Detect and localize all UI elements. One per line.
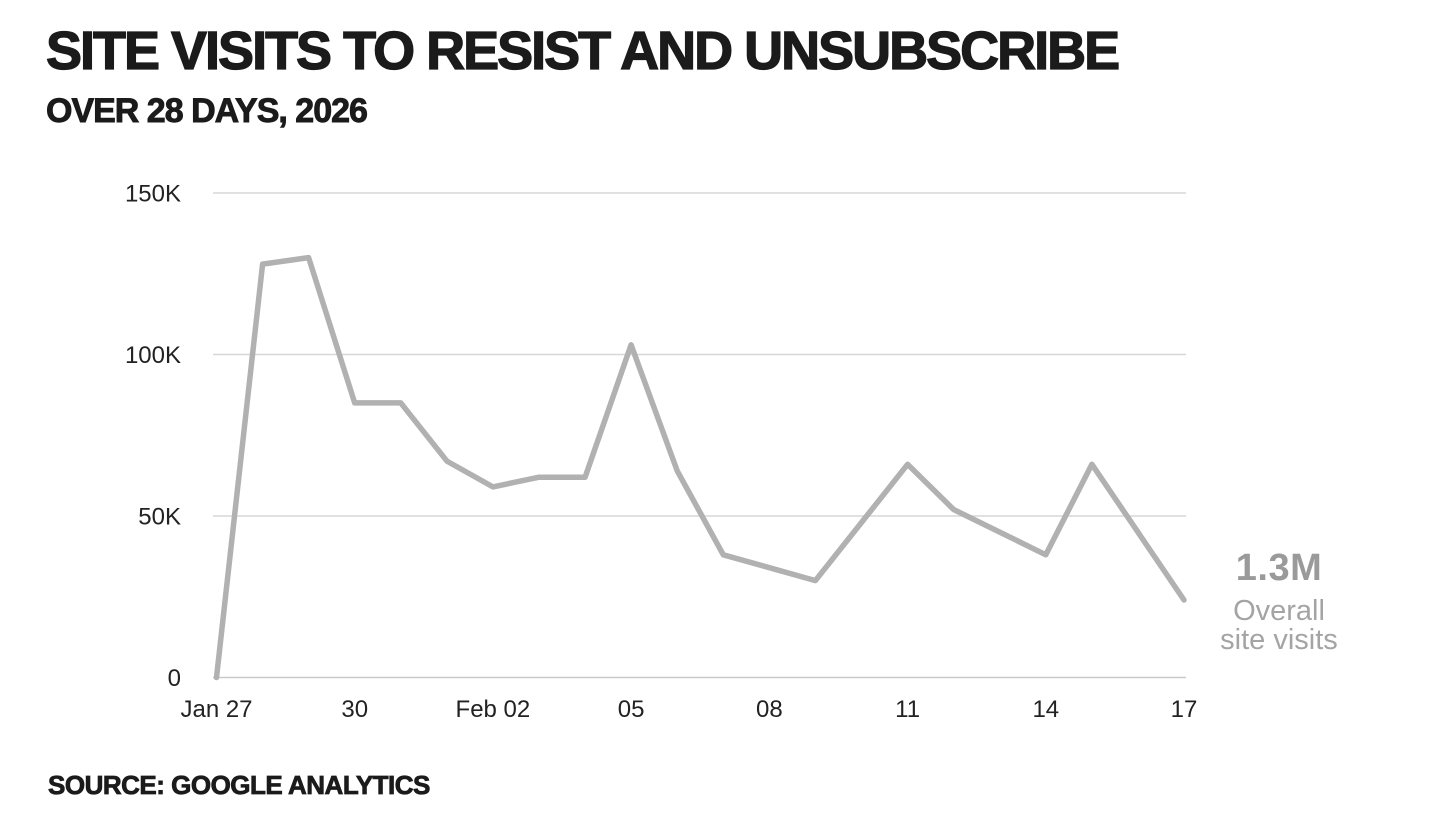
page-subtitle: OVER 28 DAYS, 2026 — [46, 92, 369, 131]
x-axis-label-14: 14 — [1032, 696, 1059, 723]
site-visits-line — [213, 254, 1187, 681]
x-axis-label-05: 05 — [618, 696, 645, 723]
page-title: SITE VISITS TO RESIST AND UNSUBSCRIBE — [45, 20, 1120, 81]
y-axis-label-100k: 100K — [125, 342, 181, 369]
y-axis-label-150k: 150K — [125, 181, 181, 208]
total-value: 1.3M — [1235, 547, 1323, 589]
x-axis-label-jan-27: Jan 27 — [180, 696, 252, 723]
x-axis-label-feb-02: Feb 02 — [456, 696, 531, 723]
x-axis-label-11: 11 — [895, 696, 920, 723]
x-axis-label-30: 30 — [341, 696, 368, 723]
source-note: SOURCE: GOOGLE ANALYTICS — [48, 770, 431, 801]
y-axis-label-0: 0 — [168, 665, 181, 692]
total-label-line1: Overall — [1233, 595, 1325, 627]
total-annotation: 1.3M Overall site visits — [1198, 548, 1360, 655]
x-axis-label-17: 17 — [1171, 696, 1198, 723]
y-axis-label-50k: 50K — [138, 504, 181, 531]
chart-header: SITE VISITS TO RESIST AND UNSUBSCRIBE OV… — [45, 20, 1120, 131]
total-label-line2: site visits — [1220, 624, 1338, 656]
x-axis-label-08: 08 — [756, 696, 783, 723]
